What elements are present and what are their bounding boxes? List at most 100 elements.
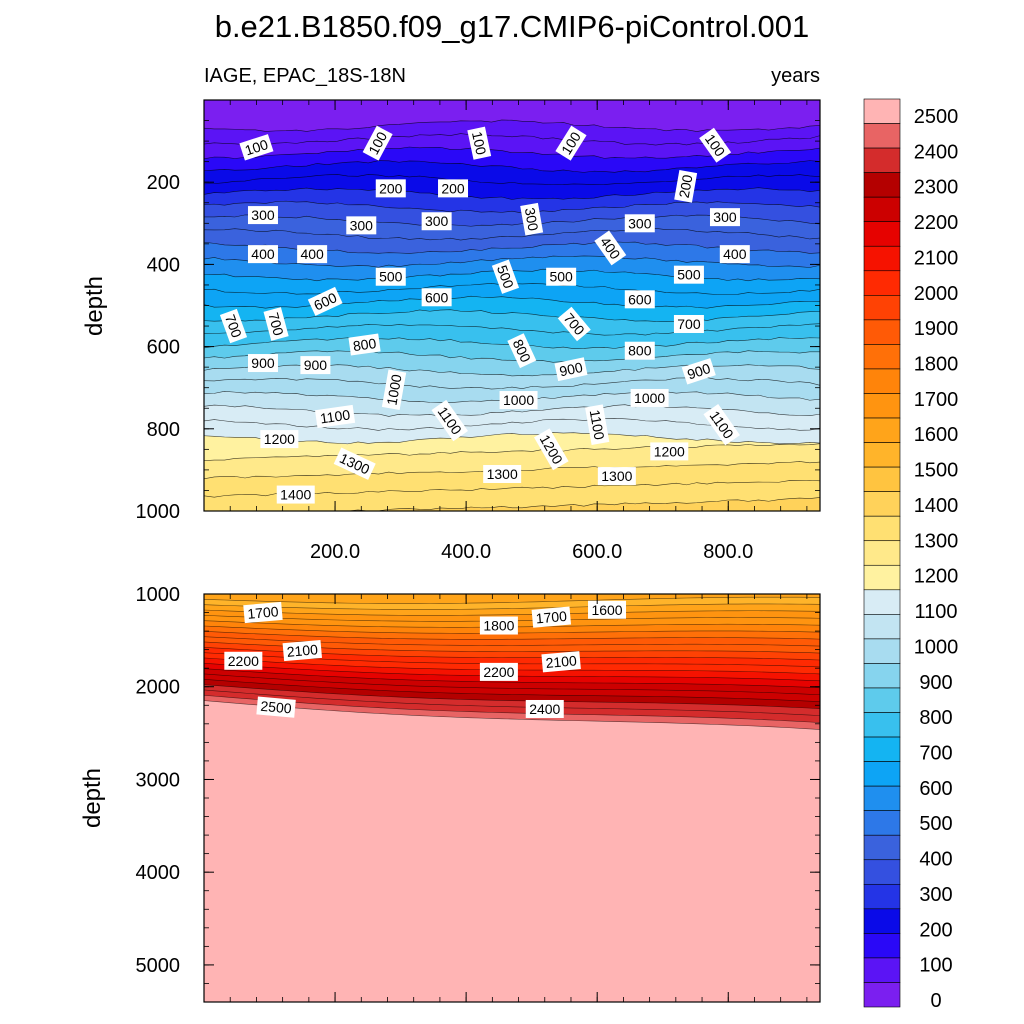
colorbar-swatch: [864, 884, 900, 909]
contour-label-text: 300: [350, 217, 374, 233]
y-tick-label: 1000: [136, 501, 181, 523]
contour-label-text: 600: [628, 291, 652, 307]
colorbar-swatch: [864, 835, 900, 860]
contour-label: 300: [710, 208, 740, 226]
contour-label: 300: [346, 216, 376, 234]
colorbar-label: 0: [930, 990, 941, 1012]
contour-label: 500: [674, 266, 704, 284]
colorbar-label: 700: [919, 742, 952, 764]
colorbar-label: 2000: [914, 283, 959, 305]
contour-label-text: 1300: [601, 468, 632, 484]
colorbar-label: 2400: [914, 141, 959, 163]
colorbar-label: 1900: [914, 318, 959, 340]
colorbar-swatch: [864, 958, 900, 983]
colorbar-label: 1700: [914, 389, 959, 411]
colorbar-swatch: [864, 688, 900, 713]
contour-label: 1300: [483, 465, 521, 483]
colorbar-swatch: [864, 762, 900, 787]
colorbar-label: 1300: [914, 530, 959, 552]
contour-label: 1700: [532, 607, 571, 628]
x-tick-label: 800.0: [703, 541, 753, 563]
contour-label: 300: [625, 214, 655, 232]
colorbar-swatch: [864, 344, 900, 369]
contour-label-text: 300: [713, 209, 737, 225]
contour-label: 600: [625, 290, 655, 308]
contour-label-text: 1200: [654, 443, 685, 459]
contour-label: 1800: [480, 617, 518, 635]
contour-label: 1000: [631, 389, 669, 407]
contour-label: 1200: [260, 430, 298, 448]
contour-label-text: 2100: [545, 652, 578, 671]
colorbar-swatch: [864, 516, 900, 541]
contour-label: 400: [248, 245, 278, 263]
contour-label-text: 800: [628, 343, 652, 359]
chart-title: b.e21.B1850.f09_g17.CMIP6-piControl.001: [215, 9, 810, 44]
colorbar-swatch: [864, 590, 900, 615]
contour-label: 2200: [480, 663, 518, 681]
contour-label: 500: [546, 268, 576, 286]
contour-label: 200: [376, 179, 406, 197]
contour-label-text: 2500: [260, 698, 293, 717]
y-tick-label: 4000: [136, 862, 181, 884]
contour-label-text: 200: [379, 180, 403, 196]
colorbar-label: 2500: [914, 106, 959, 128]
colorbar-swatch: [864, 124, 900, 149]
contour-label: 1300: [598, 467, 636, 485]
contour-label-text: 900: [304, 357, 328, 373]
contour-label-text: 1700: [535, 608, 568, 627]
colorbar-swatch: [864, 148, 900, 173]
contour-label-text: 300: [628, 215, 652, 231]
contour-label-text: 900: [251, 355, 275, 371]
colorbar-swatch: [864, 639, 900, 664]
colorbar-label: 300: [919, 884, 952, 906]
contour-label: 2100: [541, 651, 580, 672]
colorbar-label: 500: [919, 813, 952, 835]
upper-panel: 100 100 100 100 100200 200 200300300 300 300 300 3…: [81, 100, 820, 563]
x-tick-label: 400.0: [441, 541, 491, 563]
contour-label-text: 400: [251, 246, 275, 262]
contour-label: 900: [300, 356, 330, 374]
contour-label: 2500: [256, 697, 295, 718]
colorbar-swatch: [864, 173, 900, 198]
colorbar-swatch: [864, 393, 900, 418]
y-tick-label: 5000: [136, 955, 181, 977]
y-tick-label: 2000: [136, 677, 181, 699]
contour-label: 1600: [588, 601, 626, 619]
colorbar-swatch: [864, 663, 900, 688]
contour-label: 2100: [283, 640, 322, 661]
colorbar-label: 1200: [914, 566, 959, 588]
contour-label: 500: [376, 268, 406, 286]
colorbar-boxes: [864, 99, 900, 1007]
lower-y-axis-label: depth: [79, 768, 106, 828]
contour-label: 1700: [243, 602, 282, 623]
upper-y-tick-labels: 2004006008001000: [136, 172, 181, 523]
colorbar-label: 200: [919, 919, 952, 941]
contour-label: 1200: [650, 442, 688, 460]
colorbar-swatch: [864, 786, 900, 811]
contour-label-text: 2200: [228, 653, 259, 669]
contour-label: 1000: [500, 391, 538, 409]
colorbar-label: 1800: [914, 354, 959, 376]
colorbar-label: 900: [919, 672, 952, 694]
contour-label: 1400: [277, 486, 315, 504]
colorbar-swatch: [864, 271, 900, 296]
colorbar-swatch: [864, 197, 900, 222]
contour-label-text: 2100: [286, 641, 319, 660]
subtitle-left: IAGE, EPAC_18S-18N: [204, 65, 406, 87]
contour-label-text: 2200: [483, 664, 514, 680]
colorbar-swatch: [864, 467, 900, 492]
colorbar-label: 2100: [914, 247, 959, 269]
contour-label: 600: [422, 288, 452, 306]
contour-label-text: 600: [425, 289, 449, 305]
contour-label-text: 1300: [487, 466, 518, 482]
contour-label: 700: [674, 315, 704, 333]
y-tick-label: 600: [147, 337, 180, 359]
colorbar-labels: 2500240023002200210020001900180017001600…: [914, 106, 959, 1012]
colorbar-label: 1000: [914, 636, 959, 658]
contour-label-text: 2400: [529, 701, 560, 717]
colorbar-label: 1400: [914, 495, 959, 517]
contour-label: 400: [297, 245, 327, 263]
contour-label: 300: [248, 206, 278, 224]
colorbar-label: 600: [919, 778, 952, 800]
y-tick-label: 200: [147, 172, 180, 194]
